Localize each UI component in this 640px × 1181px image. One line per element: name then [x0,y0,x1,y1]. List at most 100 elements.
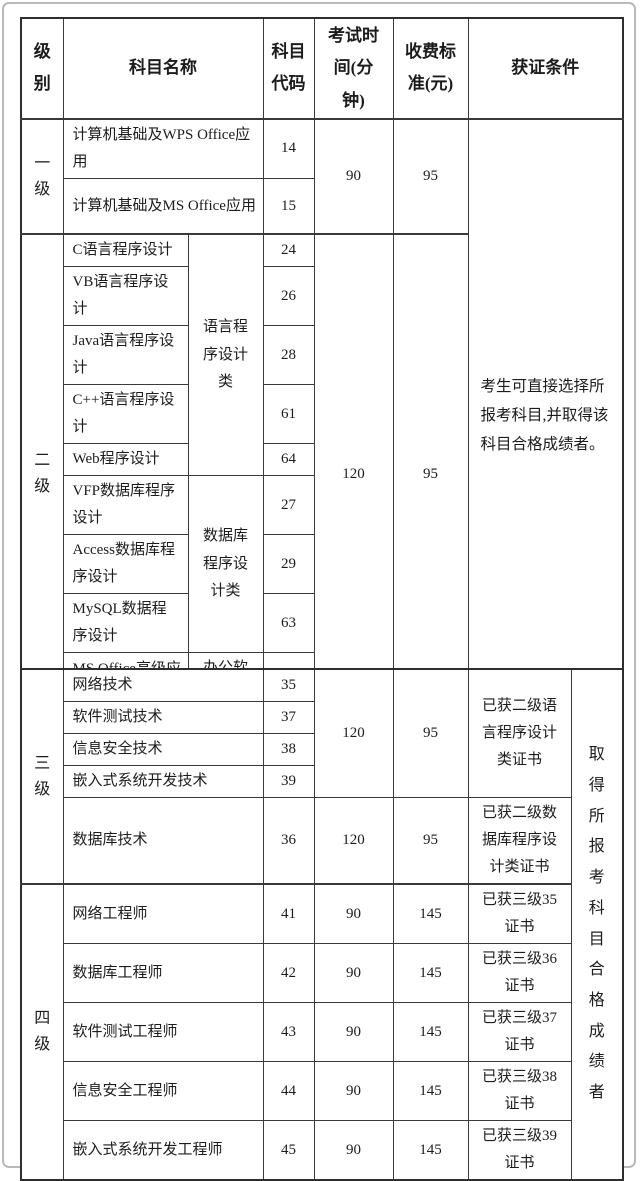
fee-cell: 95 [392,668,469,798]
code-cell: 35 [262,668,315,702]
subject-cell: 信息安全工程师 [62,1061,264,1121]
header-cell-level: 级别 [20,17,64,120]
time-cell: 120 [313,233,394,715]
subject-cell: 数据库工程师 [62,943,264,1003]
subject-cell: C++语言程序设计 [62,384,189,445]
level-3-cell: 三级 [20,668,64,885]
time-cell: 90 [313,1061,394,1121]
subject-cell: 网络工程师 [62,883,264,944]
fee-cell: 95 [392,797,469,885]
fee-cell: 145 [392,883,469,944]
subject-cell: 数据库技术 [62,797,264,885]
condition-cell: 已获三级35证书 [467,883,572,944]
condition-cell: 已获三级38证书 [467,1061,572,1121]
table-row: MySQL数据程序设计 63 [21,593,623,654]
level-1-cell: 一级 [20,118,64,235]
condition-cell-level12: 考生可直接选择所报考科目,并取得该科目合格成绩者。 [467,118,624,715]
time-cell: 90 [313,1120,394,1181]
header-cell-fee: 收费标准(元) [392,17,469,120]
header-cell-code: 科目代码 [262,17,315,120]
side-note-cell: 取得所报考科目合格成绩者 [570,668,624,1181]
fee-cell: 95 [392,118,469,235]
subject-cell: 软件测试技术 [62,701,264,734]
table-row: 数据库技术 36 120 95 已获二级数据库程序设计类证书 [21,797,623,885]
table-header-row: 级别 科目名称 科目代码 考试时间(分钟) 收费标准(元) 获证条件 [20,17,624,120]
table-row: VFP数据库程序设计 数据库程序设计类 27 [21,475,623,654]
time-cell: 90 [313,1002,394,1062]
condition-cell: 已获二级数据库程序设计类证书 [467,797,572,885]
code-cell: 41 [262,883,315,944]
header-cell-subject: 科目名称 [62,17,264,120]
code-cell: 29 [262,534,315,595]
fee-cell: 145 [392,1061,469,1121]
code-cell: 63 [262,593,315,654]
table-row: 软件测试技术 37 [21,701,623,734]
condition-cell: 已获三级37证书 [467,1002,572,1062]
table-row: 嵌入式系统开发技术 39 [21,765,623,798]
code-cell: 26 [262,266,315,327]
subject-cell: 网络技术 [62,668,264,702]
table-row: 嵌入式系统开发工程师 45 90 145 已获三级39证书 [21,1120,623,1181]
category-cell-database: 数据库程序设计类 [187,475,264,654]
code-cell: 64 [262,443,315,477]
table-row: 信息安全工程师 44 90 145 已获三级38证书 [21,1061,623,1121]
code-cell: 39 [262,765,315,798]
subject-cell: MySQL数据程序设计 [62,593,189,654]
level-2-cell: 二级 [20,233,64,715]
subject-cell: VFP数据库程序设计 [62,475,189,536]
condition-cell: 已获三级36证书 [467,943,572,1003]
header-cell-time: 考试时间(分钟) [313,17,394,120]
fee-cell: 145 [392,1002,469,1062]
fee-cell: 145 [392,943,469,1003]
code-cell: 44 [262,1061,315,1121]
code-cell: 61 [262,384,315,445]
code-cell: 28 [262,325,315,386]
subject-cell: Access数据库程序设计 [62,534,189,595]
table-row: 数据库工程师 42 90 145 已获三级36证书 [21,943,623,1003]
subject-cell: 嵌入式系统开发技术 [62,765,264,798]
code-cell: 42 [262,943,315,1003]
subject-cell: 信息安全技术 [62,733,264,766]
exam-table-level-3-4: 三级 网络技术 35 120 95 已获二级语言程序设计类证书 取得所报考科目合… [20,668,624,1181]
condition-cell: 已获二级语言程序设计类证书 [467,668,572,798]
table-row: Access数据库程序设计 29 [21,534,623,595]
exam-table-level-1-2: 级别 科目名称 科目代码 考试时间(分钟) 收费标准(元) 获证条件 一级 计算… [20,17,624,715]
table-row: 信息安全技术 38 [21,733,623,766]
table-row: Java语言程序设计 28 [21,325,623,386]
code-cell: 37 [262,701,315,734]
table-row: 四级 网络工程师 41 90 145 已获三级35证书 [20,883,623,1181]
subject-cell: C语言程序设计 [62,233,189,268]
table-row: Web程序设计 64 [21,443,623,477]
category-cell-language: 语言程序设计类 [187,233,264,477]
condition-cell: 已获三级39证书 [467,1120,572,1181]
table-row: 三级 网络技术 35 120 95 已获二级语言程序设计类证书 取得所报考科目合… [20,668,624,1181]
table-row: VB语言程序设计 26 [21,266,623,327]
subject-cell: 嵌入式系统开发工程师 [62,1120,264,1181]
table-row: 一级 计算机基础及WPS Office应用 14 90 95 考生可直接选择所报… [20,118,624,715]
code-cell: 43 [262,1002,315,1062]
code-cell: 24 [262,233,315,268]
table-row: 计算机基础及MS Office应用 15 [21,177,623,235]
header-cell-condition: 获证条件 [467,17,624,120]
subject-cell: Java语言程序设计 [62,325,189,386]
subject-cell: VB语言程序设计 [62,266,189,327]
fee-cell: 95 [392,233,469,715]
fee-cell: 145 [392,1120,469,1181]
subject-cell: Web程序设计 [62,443,189,477]
level-4-cell: 四级 [20,883,64,1181]
code-cell: 15 [262,177,315,235]
code-cell: 36 [262,797,315,885]
code-cell: 38 [262,733,315,766]
time-cell: 120 [313,797,394,885]
time-cell: 90 [313,883,394,944]
code-cell: 45 [262,1120,315,1181]
table-row: 软件测试工程师 43 90 145 已获三级37证书 [21,1002,623,1062]
time-cell: 90 [313,118,394,235]
subject-cell: 计算机基础及WPS Office应用 [62,118,264,179]
subject-cell: 软件测试工程师 [62,1002,264,1062]
code-cell: 14 [262,118,315,179]
time-cell: 120 [313,668,394,798]
table-row: C++语言程序设计 61 [21,384,623,445]
code-cell: 27 [262,475,315,536]
time-cell: 90 [313,943,394,1003]
